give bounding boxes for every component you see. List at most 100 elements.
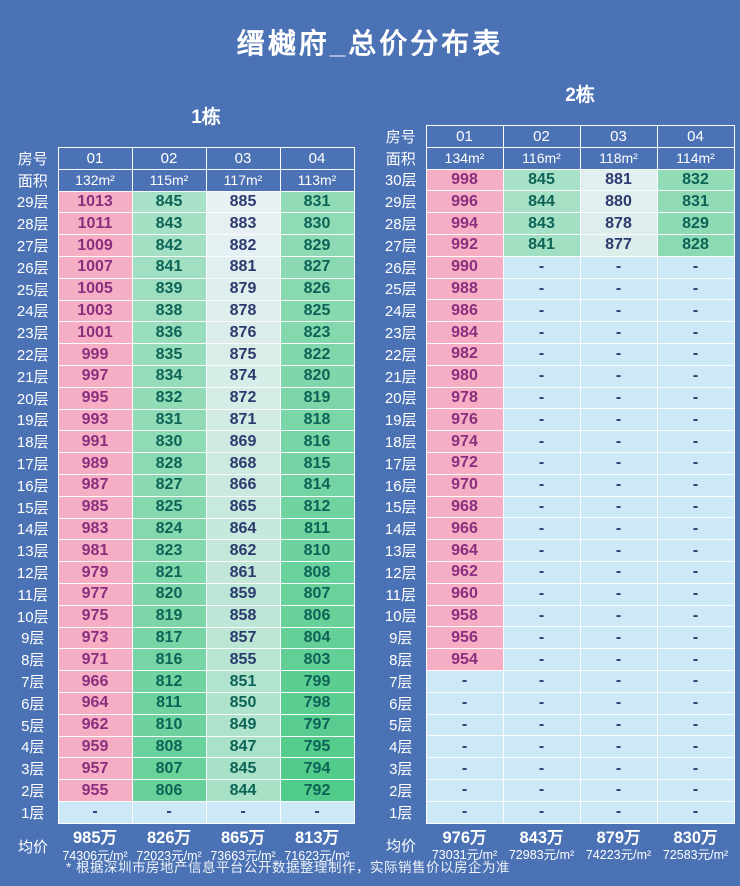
price-cell: 828 — [131, 452, 207, 475]
floor-label: 14层 — [384, 521, 417, 539]
floor-row: 3层 - - - - — [376, 757, 735, 780]
floor-row: 3层 957 807 845 794 — [8, 757, 355, 781]
area-value: 132m² — [57, 168, 133, 192]
room-number-header: 03 — [579, 125, 658, 148]
avg-price-cell: 865万 73663元/m² — [206, 829, 280, 864]
price-cell: 966 — [425, 517, 504, 541]
floor-row: 16层 987 827 866 814 — [8, 473, 355, 497]
price-cell: - — [579, 342, 658, 366]
price-cell: 828 — [656, 233, 735, 257]
floor-row: 18层 974- - - — [376, 430, 735, 453]
floor-label: 16层 — [384, 477, 417, 495]
price-cell: 962 — [57, 713, 133, 737]
price-cell: - — [656, 669, 735, 693]
room-number-header: 01 — [57, 147, 133, 170]
floor-label: 15层 — [16, 499, 49, 517]
price-cell: 970 — [425, 473, 504, 497]
room-header-label: 房号 — [385, 128, 416, 146]
price-cell: - — [579, 713, 658, 737]
price-cell: - — [579, 560, 658, 584]
price-cell: - — [502, 800, 581, 824]
price-cell: - — [656, 648, 735, 671]
floor-label: 20层 — [384, 390, 417, 408]
floor-row: 25层 988- - - — [376, 277, 735, 301]
floor-row: 27层 1009 842 882 829 — [8, 234, 355, 257]
price-cell: - — [656, 277, 735, 301]
price-cell: - — [656, 517, 735, 541]
price-cell: - — [502, 277, 581, 301]
floor-label: 13层 — [384, 543, 417, 561]
price-cell: 808 — [279, 561, 355, 584]
floor-label: 7层 — [21, 674, 45, 692]
price-cell: 983 — [57, 517, 133, 541]
price-cell: 830 — [279, 212, 355, 236]
price-cell: 1005 — [57, 277, 133, 301]
price-cell: 1007 — [57, 255, 133, 279]
price-cell: 835 — [131, 343, 207, 366]
floor-label: 9层 — [389, 630, 413, 648]
room-header-label: 房号 — [17, 150, 48, 168]
floor-label: 25层 — [384, 281, 417, 299]
price-cell: 979 — [57, 561, 133, 584]
floor-label: 19层 — [384, 412, 417, 430]
price-cell: - — [656, 800, 735, 824]
avg-unit-price: 73031元/m² — [431, 848, 498, 863]
price-cell: 843 — [131, 212, 207, 236]
price-cell: - — [656, 778, 735, 802]
floor-label: 21层 — [16, 368, 49, 386]
price-cell: - — [579, 321, 658, 344]
floor-label: 7层 — [389, 673, 413, 691]
floor-label: 26层 — [384, 259, 417, 277]
area-value: 134m² — [425, 146, 504, 170]
price-cell: 816 — [131, 648, 207, 672]
price-cell: - — [656, 691, 735, 715]
floor-label: 25层 — [16, 281, 49, 299]
building-2-average-row-mount: 均价 976万 73031元/m² 843万 72983元/m² 879万 74223元/m… — [376, 829, 734, 864]
floor-label: 13层 — [16, 543, 49, 561]
price-cell: 1001 — [57, 321, 133, 345]
price-cell: 832 — [131, 386, 207, 410]
price-cell: - — [579, 539, 658, 562]
price-cell: 998 — [425, 168, 504, 192]
floor-row: 20层 995 832 872 819 — [8, 386, 355, 410]
floor-row: 7层 966 812 851 799 — [8, 670, 355, 693]
price-cell: 959 — [57, 735, 133, 759]
area-value: 114m² — [656, 146, 735, 170]
price-cell: 978 — [425, 386, 504, 410]
price-cell: - — [502, 451, 581, 475]
price-cell: 1003 — [57, 299, 133, 323]
floor-row: 2层 - - - - — [376, 778, 735, 802]
avg-price-cell: 879万 74223元/m² — [580, 829, 657, 864]
floor-row: 5层 962 810 849 797 — [8, 713, 355, 737]
floor-label: 17层 — [384, 455, 417, 473]
avg-total-price: 843万 — [519, 828, 564, 847]
room-number-header: 01 — [425, 125, 504, 148]
avg-price-cell: 843万 72983元/m² — [503, 829, 580, 864]
floor-row: 28层 1011 843 883 830 — [8, 212, 355, 236]
price-cell: 816 — [279, 430, 355, 454]
price-cell: - — [502, 539, 581, 562]
price-cell: - — [579, 648, 658, 671]
price-cell: 989 — [57, 452, 133, 475]
avg-unit-price: 73663元/m² — [210, 848, 276, 863]
price-cell: 845 — [502, 168, 581, 192]
floor-label: 19层 — [16, 412, 49, 430]
floor-row: 1层 - - - - — [8, 800, 355, 824]
floor-label: 23层 — [16, 325, 49, 343]
price-cell: 986 — [425, 299, 504, 323]
floor-label: 24层 — [16, 303, 49, 321]
price-cell: - — [579, 626, 658, 650]
floor-label: 21层 — [384, 368, 417, 386]
price-cell: 799 — [279, 670, 355, 693]
price-cell: - — [579, 277, 658, 301]
price-cell: 958 — [425, 604, 504, 628]
floor-row: 4层 959 808 847 795 — [8, 735, 355, 759]
floor-label: 10层 — [16, 608, 49, 626]
floor-row: 6层 - - - - — [376, 691, 735, 715]
price-cell: 810 — [131, 713, 207, 737]
price-cell: - — [579, 495, 658, 519]
floor-label: 10层 — [384, 608, 417, 626]
price-cell: 964 — [425, 539, 504, 562]
price-cell: 792 — [279, 779, 355, 802]
price-cell: 814 — [279, 473, 355, 497]
